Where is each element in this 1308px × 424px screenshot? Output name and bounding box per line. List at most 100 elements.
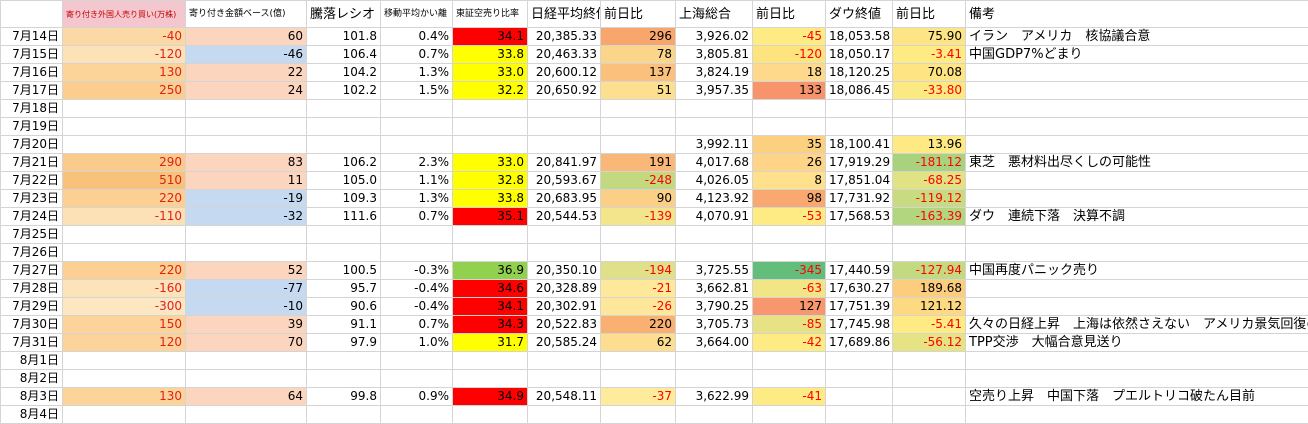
- note-cell: [966, 298, 1308, 316]
- date-cell: 7月29日: [1, 298, 63, 316]
- note-cell: 空売り上昇 中国下落 プエルトリコ破たん目前: [966, 388, 1308, 406]
- value-cell: [63, 118, 186, 136]
- value-cell: 17,568.53: [826, 208, 893, 226]
- value-cell: [601, 406, 676, 424]
- value-cell: 97.9: [307, 334, 381, 352]
- value-cell: 95.7: [307, 280, 381, 298]
- value-cell: 106.2: [307, 154, 381, 172]
- value-cell: 35: [753, 136, 826, 154]
- value-cell: 1.1%: [381, 172, 453, 190]
- date-cell: 7月14日: [1, 28, 63, 46]
- value-cell: -300: [63, 298, 186, 316]
- value-cell: -46: [186, 46, 307, 64]
- value-cell: [601, 118, 676, 136]
- value-cell: 3,622.99: [676, 388, 753, 406]
- value-cell: [826, 388, 893, 406]
- header-cell: 日経平均終値: [528, 1, 601, 28]
- value-cell: [676, 100, 753, 118]
- value-cell: [453, 118, 528, 136]
- value-cell: 22: [186, 64, 307, 82]
- value-cell: 120: [63, 334, 186, 352]
- value-cell: 4,026.05: [676, 172, 753, 190]
- note-cell: [966, 226, 1308, 244]
- value-cell: 34.1: [453, 298, 528, 316]
- value-cell: [528, 244, 601, 262]
- value-cell: [601, 370, 676, 388]
- value-cell: 0.9%: [381, 388, 453, 406]
- value-cell: [186, 226, 307, 244]
- value-cell: [893, 406, 966, 424]
- value-cell: [186, 100, 307, 118]
- value-cell: [453, 244, 528, 262]
- value-cell: -77: [186, 280, 307, 298]
- value-cell: 2.3%: [381, 154, 453, 172]
- value-cell: -33.80: [893, 82, 966, 100]
- value-cell: -3.41: [893, 46, 966, 64]
- value-cell: [63, 406, 186, 424]
- value-cell: 220: [63, 262, 186, 280]
- value-cell: 105.0: [307, 172, 381, 190]
- value-cell: [307, 352, 381, 370]
- value-cell: 0.7%: [381, 208, 453, 226]
- value-cell: [63, 244, 186, 262]
- value-cell: 296: [601, 28, 676, 46]
- date-cell: 7月24日: [1, 208, 63, 226]
- value-cell: 17,919.29: [826, 154, 893, 172]
- value-cell: [826, 118, 893, 136]
- value-cell: 70: [186, 334, 307, 352]
- date-cell: 7月19日: [1, 118, 63, 136]
- value-cell: 3,790.25: [676, 298, 753, 316]
- value-cell: [307, 370, 381, 388]
- value-cell: 34.3: [453, 316, 528, 334]
- value-cell: [307, 100, 381, 118]
- value-cell: 20,463.33: [528, 46, 601, 64]
- value-cell: 24: [186, 82, 307, 100]
- value-cell: 52: [186, 262, 307, 280]
- value-cell: 17,751.39: [826, 298, 893, 316]
- value-cell: [601, 244, 676, 262]
- value-cell: -181.12: [893, 154, 966, 172]
- value-cell: [186, 370, 307, 388]
- value-cell: [528, 226, 601, 244]
- date-cell: 7月25日: [1, 226, 63, 244]
- value-cell: [826, 352, 893, 370]
- note-cell: [966, 244, 1308, 262]
- value-cell: 4,017.68: [676, 154, 753, 172]
- value-cell: 0.7%: [381, 316, 453, 334]
- data-row: 7月19日: [1, 118, 1308, 136]
- value-cell: 75.90: [893, 28, 966, 46]
- value-cell: 90: [601, 190, 676, 208]
- value-cell: 64: [186, 388, 307, 406]
- value-cell: [826, 226, 893, 244]
- value-cell: 0.4%: [381, 28, 453, 46]
- value-cell: 109.3: [307, 190, 381, 208]
- value-cell: [307, 118, 381, 136]
- value-cell: [453, 370, 528, 388]
- note-cell: [966, 136, 1308, 154]
- value-cell: 18,053.58: [826, 28, 893, 46]
- value-cell: 121.12: [893, 298, 966, 316]
- note-cell: [966, 190, 1308, 208]
- value-cell: -53: [753, 208, 826, 226]
- value-cell: [676, 406, 753, 424]
- value-cell: [307, 244, 381, 262]
- value-cell: [676, 244, 753, 262]
- value-cell: -21: [601, 280, 676, 298]
- value-cell: [186, 352, 307, 370]
- value-cell: -10: [186, 298, 307, 316]
- value-cell: [753, 244, 826, 262]
- value-cell: 100.5: [307, 262, 381, 280]
- value-cell: 60: [186, 28, 307, 46]
- value-cell: 220: [63, 190, 186, 208]
- value-cell: [63, 100, 186, 118]
- date-cell: 8月4日: [1, 406, 63, 424]
- value-cell: 150: [63, 316, 186, 334]
- value-cell: -56.12: [893, 334, 966, 352]
- value-cell: [63, 226, 186, 244]
